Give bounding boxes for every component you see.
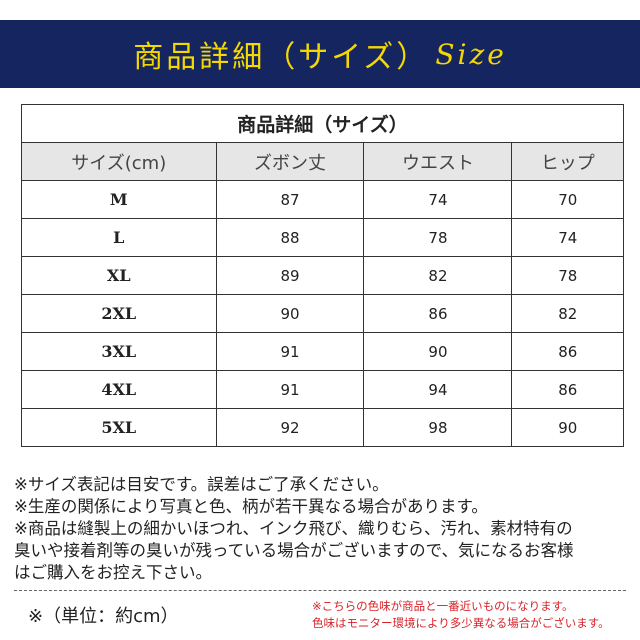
value-cell: 82 — [363, 256, 513, 295]
value-cell: 91 — [215, 332, 365, 371]
notes: ※サイズ表記は目安です。誤差はご了承ください。 ※生産の関係により写真と色、柄が若… — [14, 474, 574, 584]
color-notes: ※こちらの色味が商品と一番近いものになります。色味はモニター環境により多少異なる… — [312, 598, 610, 632]
table-header: サイズ(cm) ズボン丈 ウエスト ヒップ — [21, 142, 624, 181]
table-row: 2XL 90 86 82 — [21, 294, 624, 333]
banner-title-en: Size — [435, 37, 507, 71]
value-cell: 86 — [363, 294, 513, 333]
value-cell: 91 — [215, 370, 365, 409]
value-cell: 90 — [363, 332, 513, 371]
column-header: ヒップ — [511, 142, 624, 181]
value-cell: 90 — [215, 294, 365, 333]
size-cell: 3XL — [21, 332, 217, 371]
color-note-line: ※こちらの色味が商品と一番近いものになります。 — [312, 599, 574, 613]
value-cell: 78 — [511, 256, 624, 295]
value-cell: 70 — [511, 180, 624, 219]
size-table: 商品詳細（サイズ） サイズ(cm) ズボン丈 ウエスト ヒップ M 87 74 70 L 88 7… — [21, 104, 624, 447]
value-cell: 74 — [363, 180, 513, 219]
value-cell: 88 — [215, 218, 365, 257]
size-cell: 2XL — [21, 294, 217, 333]
value-cell: 86 — [511, 370, 624, 409]
value-cell: 89 — [215, 256, 365, 295]
value-cell: 82 — [511, 294, 624, 333]
value-cell: 87 — [215, 180, 365, 219]
column-header: サイズ(cm) — [21, 142, 217, 181]
note-line: ※商品は縫製上の細かいほつれ、インク飛び、織りむら、汚れ、素材特有の — [14, 519, 573, 538]
table-row: L 88 78 74 — [21, 218, 624, 257]
table-row: 3XL 91 90 86 — [21, 332, 624, 371]
banner-title: 商品詳細（サイズ） — [133, 40, 430, 75]
value-cell: 86 — [511, 332, 624, 371]
table-row: 5XL 92 98 90 — [21, 408, 624, 447]
color-note-line: 色味はモニター環境により多少異なる場合がございます。 — [312, 616, 610, 630]
note-line: ※生産の関係により写真と色、柄が若干異なる場合があります。 — [14, 497, 488, 516]
value-cell: 78 — [363, 218, 513, 257]
size-cell: 4XL — [21, 370, 217, 409]
value-cell: 90 — [511, 408, 624, 447]
size-cell: XL — [21, 256, 217, 295]
table-row: XL 89 82 78 — [21, 256, 624, 295]
value-cell: 74 — [511, 218, 624, 257]
unit-note: ※（単位：約cm） — [28, 606, 179, 627]
note-line: はご購入をお控え下さい。 — [14, 563, 212, 582]
table-row: M 87 74 70 — [21, 180, 624, 219]
note-line: ※サイズ表記は目安です。誤差はご了承ください。 — [14, 475, 389, 494]
column-header: ズボン丈 — [215, 142, 365, 181]
value-cell: 94 — [363, 370, 513, 409]
table-row: 4XL 91 94 86 — [21, 370, 624, 409]
title-banner: 商品詳細（サイズ） Size — [0, 20, 640, 88]
note-line: 臭いや接着剤等の臭いが残っている場合がございますので、気になるお客様 — [14, 541, 574, 560]
size-cell: L — [21, 218, 217, 257]
column-header: ウエスト — [363, 142, 513, 181]
size-cell: 5XL — [21, 408, 217, 447]
size-cell: M — [21, 180, 217, 219]
value-cell: 92 — [215, 408, 365, 447]
table-title: 商品詳細（サイズ） — [21, 104, 624, 143]
value-cell: 98 — [363, 408, 513, 447]
divider — [14, 590, 626, 591]
